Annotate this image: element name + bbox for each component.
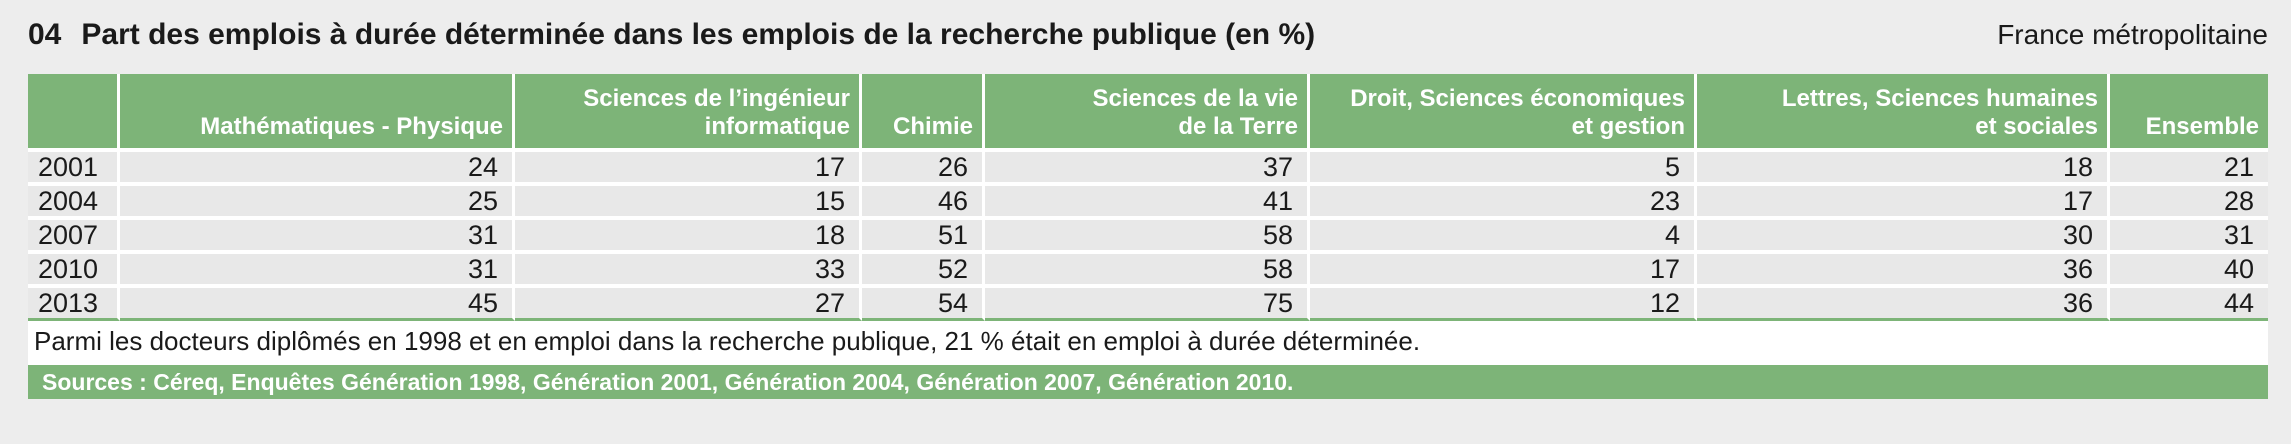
value-cell: 25 [120,186,515,220]
col-header-chimie: Chimie [862,74,985,152]
data-table: Mathématiques - Physique Sciences de l’i… [28,74,2268,321]
year-cell: 2001 [28,152,120,186]
year-cell: 2007 [28,220,120,254]
figure-title-row: 04 Part des emplois à durée déterminée d… [28,0,2268,58]
value-cell: 36 [1697,254,2110,288]
table-row-2013: 2013 45 27 54 75 12 36 44 [28,288,2268,321]
value-cell: 21 [2110,152,2268,186]
value-cell: 5 [1310,152,1697,186]
value-cell: 26 [862,152,985,186]
value-cell: 75 [985,288,1310,321]
value-cell: 27 [515,288,862,321]
value-cell: 31 [120,220,515,254]
value-cell: 36 [1697,288,2110,321]
table-row-2010: 2010 31 33 52 58 17 36 40 [28,254,2268,288]
value-cell: 24 [120,152,515,186]
figure-title-text: Part des emplois à durée déterminée dans… [81,18,1316,51]
table-row-2001: 2001 24 17 26 37 5 18 21 [28,152,2268,186]
col-header-sciences-vie-terre: Sciences de la vie de la Terre [985,74,1310,152]
value-cell: 28 [2110,186,2268,220]
value-cell: 31 [2110,220,2268,254]
value-cell: 31 [120,254,515,288]
value-cell: 18 [515,220,862,254]
value-cell: 46 [862,186,985,220]
value-cell: 41 [985,186,1310,220]
value-cell: 51 [862,220,985,254]
value-cell: 44 [2110,288,2268,321]
header-row: Mathématiques - Physique Sciences de l’i… [28,74,2268,152]
value-cell: 17 [515,152,862,186]
year-cell: 2013 [28,288,120,321]
value-cell: 17 [1697,186,2110,220]
year-cell: 2010 [28,254,120,288]
value-cell: 45 [120,288,515,321]
value-cell: 37 [985,152,1310,186]
col-header-ensemble: Ensemble [2110,74,2268,152]
value-cell: 40 [2110,254,2268,288]
year-cell: 2004 [28,186,120,220]
value-cell: 23 [1310,186,1697,220]
value-cell: 54 [862,288,985,321]
region-label: France métropolitaine [1997,19,2268,50]
col-header-droit-sciences-economiques: Droit, Sciences économiques et gestion [1310,74,1697,152]
table-row-2004: 2004 25 15 46 41 23 17 28 [28,186,2268,220]
table-row-2007: 2007 31 18 51 58 4 30 31 [28,220,2268,254]
value-cell: 12 [1310,288,1697,321]
col-header-sciences-ingenieur-informatique: Sciences de l’ingénieur informatique [515,74,862,152]
value-cell: 4 [1310,220,1697,254]
col-header-lettres-sciences-humaines: Lettres, Sciences humaines et sociales [1697,74,2110,152]
value-cell: 30 [1697,220,2110,254]
value-cell: 18 [1697,152,2110,186]
figure-number: 04 [28,18,62,51]
footnote-text: Parmi les docteurs diplômés en 1998 et e… [28,321,2268,362]
value-cell: 52 [862,254,985,288]
value-cell: 58 [985,220,1310,254]
col-header-mathematiques-physique: Mathématiques - Physique [120,74,515,152]
value-cell: 17 [1310,254,1697,288]
figure-container: 04 Part des emplois à durée déterminée d… [28,0,2268,399]
value-cell: 33 [515,254,862,288]
figure-title: 04 Part des emplois à durée déterminée d… [28,18,1315,52]
corner-cell [28,74,120,152]
sources-bar: Sources : Céreq, Enquêtes Génération 199… [28,362,2268,399]
value-cell: 58 [985,254,1310,288]
value-cell: 15 [515,186,862,220]
